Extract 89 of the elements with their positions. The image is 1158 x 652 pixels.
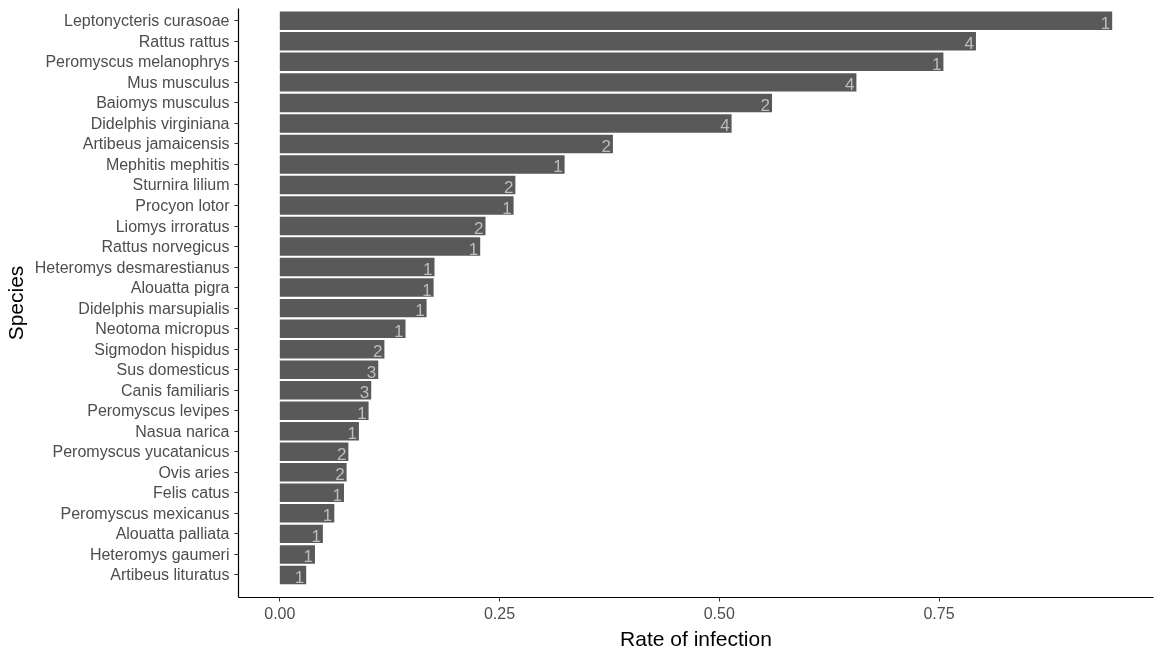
bar [279, 52, 944, 72]
y-tick-label: Liomys irroratus [115, 217, 230, 235]
y-tick-label: Heteromys desmarestianus [34, 258, 230, 276]
annotation: 4 [720, 116, 730, 136]
bar [279, 422, 359, 441]
annotation: 2 [335, 465, 345, 485]
bar [279, 339, 385, 359]
y-tick-label: Alouatta pigra [130, 279, 230, 297]
annotation: 1 [468, 239, 479, 259]
x-tick-label: 0.25 [483, 604, 516, 622]
annotation: 4 [844, 75, 855, 95]
y-tick-label: Sus domesticus [116, 361, 230, 379]
annotation: 1 [347, 424, 357, 444]
annotation: 2 [474, 219, 484, 239]
y-tick-label: Peromyscus mexicanus [60, 504, 230, 522]
y-tick-label: Sigmodon hispidus [94, 340, 230, 358]
annotation: 1 [357, 403, 367, 423]
annotation: 1 [502, 198, 512, 218]
bar [279, 442, 349, 462]
x-tick-label: 0.00 [264, 604, 296, 622]
bar [279, 32, 976, 51]
bar [279, 545, 315, 564]
y-tick-label: Leptonycteris curasoae [64, 12, 230, 30]
annotation: 2 [336, 444, 347, 464]
bar [279, 401, 369, 420]
bar [279, 257, 435, 277]
y-tick-label: Canis familiaris [121, 381, 230, 399]
annotation: 2 [601, 136, 611, 156]
bar [279, 278, 434, 297]
x-tick-label: 0.50 [703, 604, 735, 622]
y-tick-label: Mus musculus [127, 73, 230, 91]
bar [279, 380, 372, 400]
x-tick-label: 0.75 [923, 604, 955, 622]
y-tick-label: Didelphis marsupialis [78, 299, 230, 317]
bar [279, 504, 335, 523]
y-tick-label: Peromyscus yucatanicus [52, 443, 230, 461]
annotation: 1 [553, 157, 563, 177]
bar [279, 73, 857, 92]
y-tick-label: Artibeus lituratus [110, 566, 230, 584]
y-tick-label: Peromyscus melanophrys [45, 53, 230, 71]
annotation: 2 [760, 95, 771, 115]
annotation: 1 [311, 526, 321, 546]
annotation: 2 [372, 342, 383, 362]
y-tick-label: Mephitis mephitis [105, 155, 230, 173]
annotation: 1 [394, 321, 404, 341]
bar [279, 216, 486, 236]
y-tick-label: Peromyscus levipes [87, 402, 230, 420]
x-axis-title: Rate of infection [620, 626, 772, 650]
bar [279, 134, 613, 154]
bar [279, 11, 1113, 31]
annotation: 1 [422, 280, 432, 300]
bar [279, 155, 565, 174]
annotation: 1 [322, 506, 333, 526]
y-tick-label: Alouatta palliata [115, 525, 230, 543]
bar [279, 319, 406, 338]
bar [279, 483, 344, 503]
bar [279, 237, 481, 256]
y-tick-label: Felis catus [153, 484, 230, 502]
y-tick-label: Neotoma micropus [95, 320, 230, 338]
annotation: 2 [503, 177, 514, 197]
y-axis-title: Species [3, 265, 27, 341]
y-tick-label: Rattus norvegicus [101, 238, 230, 256]
bar [279, 114, 732, 133]
annotation: 1 [294, 567, 305, 587]
bar [279, 360, 379, 379]
bar [279, 298, 427, 318]
y-tick-label: Artibeus jamaicensis [82, 135, 230, 153]
annotation: 1 [1100, 13, 1111, 33]
y-tick-label: Sturnira lilium [132, 176, 230, 194]
y-tick-label: Rattus rattus [138, 32, 230, 50]
bar [279, 175, 516, 195]
annotation: 3 [359, 383, 370, 403]
y-tick-label: Nasua narica [135, 422, 230, 440]
annotation: 1 [423, 260, 433, 280]
y-tick-label: Heteromys gaumeri [89, 545, 230, 563]
y-tick-label: Procyon lotor [135, 197, 231, 215]
annotation: 3 [366, 362, 377, 382]
bar [279, 463, 347, 482]
annotation: 1 [931, 54, 942, 74]
annotation: 1 [332, 485, 342, 505]
annotation: 4 [964, 34, 974, 54]
bar [279, 93, 773, 113]
bar [279, 196, 514, 215]
bar [279, 524, 323, 544]
y-tick-label: Baiomys musculus [96, 94, 230, 112]
y-tick-label: Didelphis virginiana [90, 114, 230, 132]
y-tick-label: Ovis aries [158, 463, 230, 481]
annotation: 1 [415, 301, 425, 321]
annotation: 1 [303, 547, 313, 567]
